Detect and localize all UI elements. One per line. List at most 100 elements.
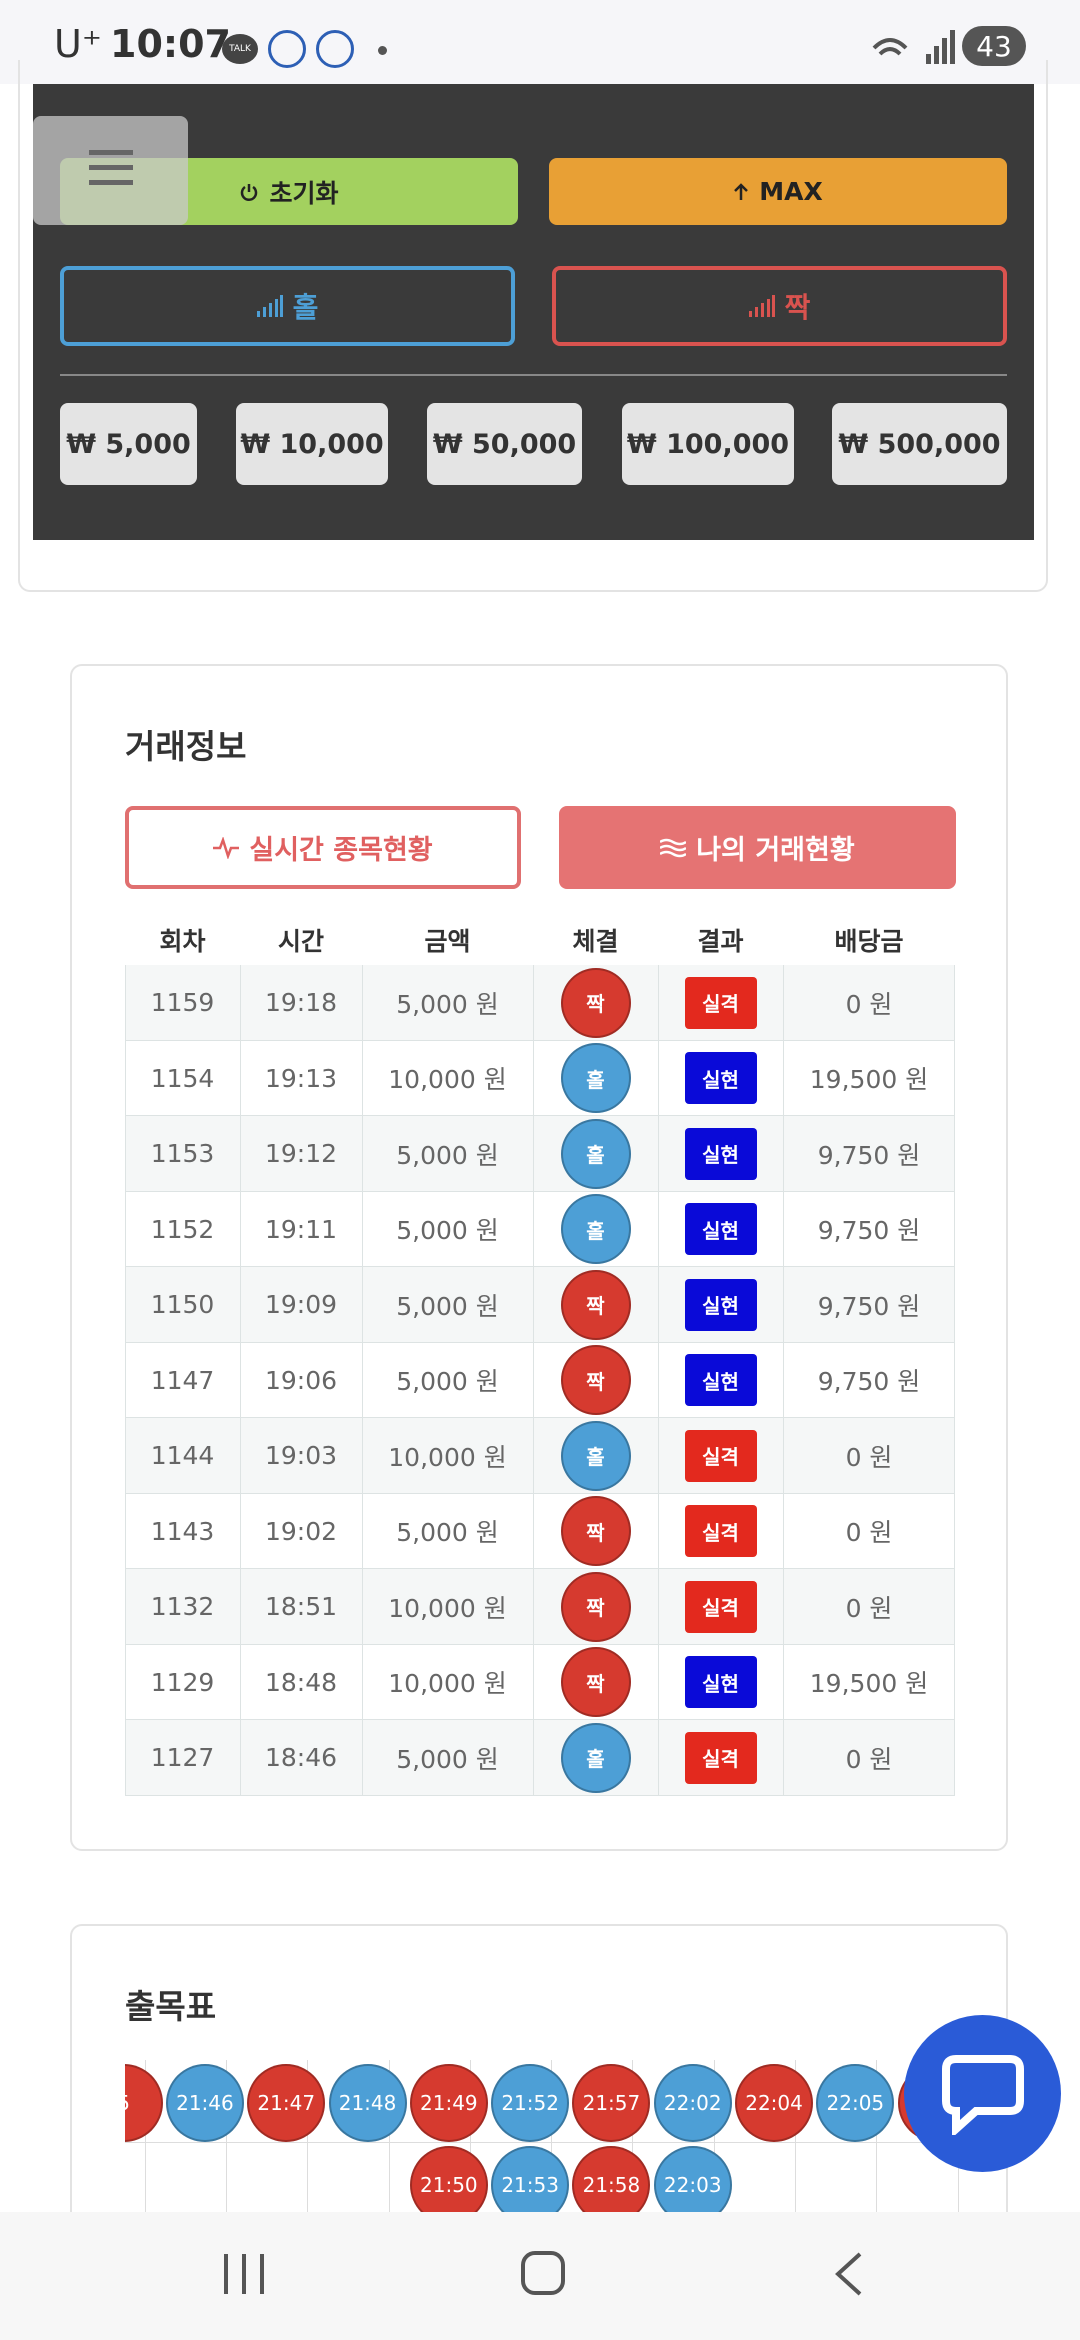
cell-divider: [362, 1040, 363, 1116]
notification-icon: [268, 30, 306, 68]
table-cell: 19:12: [264, 1139, 338, 1169]
cell-divider: [240, 1418, 241, 1494]
table-cell: 18:51: [264, 1592, 338, 1622]
cell-divider: [240, 1720, 241, 1796]
column-header: 금액: [424, 927, 471, 956]
result-badge: 실현: [684, 1354, 757, 1407]
cell-divider: [783, 1720, 784, 1796]
table-cell: 0 원: [845, 1744, 893, 1774]
tab-realtime[interactable]: 실시간 종목현황: [125, 806, 521, 889]
table-cell: 9,750 원: [817, 1216, 921, 1246]
table-cell: 19:11: [264, 1214, 338, 1244]
table-row: [125, 1644, 955, 1720]
bars-icon: [748, 295, 775, 317]
table-cell: 1152: [150, 1214, 215, 1244]
table-cell: 18:48: [264, 1667, 338, 1697]
table-cell: 5,000 원: [396, 1291, 499, 1321]
history-dot: 21:48: [328, 2064, 407, 2142]
tab-mine[interactable]: 나의 거래현황: [559, 806, 956, 889]
grid-line: [144, 2060, 146, 2212]
table-cell: 10,000 원: [388, 1593, 507, 1623]
cell-divider: [362, 1569, 363, 1645]
cell-divider: [240, 1267, 241, 1343]
history-dot: 22:05: [816, 2064, 895, 2142]
table-cell: 5,000 원: [396, 1140, 499, 1170]
divider: [60, 374, 1007, 376]
control-card: [18, 60, 1048, 592]
amount-button[interactable]: ₩ 100,000: [622, 403, 794, 485]
history-dot: 21:47: [247, 2064, 326, 2142]
cell-divider: [783, 965, 784, 1041]
table-cell: 5,000 원: [396, 1367, 499, 1397]
history-dot: 22:04: [735, 2064, 814, 2142]
table-cell: 9,750 원: [817, 1367, 921, 1397]
amount-button[interactable]: ₩ 10,000: [236, 403, 388, 485]
cell-divider: [533, 1644, 534, 1720]
back-button[interactable]: [830, 2250, 866, 2298]
result-badge: 실현: [684, 1127, 757, 1180]
table-cell: 5,000 원: [396, 1216, 499, 1246]
carrier: U⁺: [54, 22, 102, 66]
table-cell: 10,000 원: [388, 1669, 507, 1699]
cell-divider: [362, 1644, 363, 1720]
odd-button[interactable]: 홀: [60, 266, 515, 346]
cell-divider: [533, 1116, 534, 1192]
amount-button[interactable]: ₩ 500,000: [832, 403, 1007, 485]
table-cell: 5,000 원: [396, 1744, 499, 1774]
history-dot: 22:02: [653, 2064, 732, 2142]
cell-divider: [362, 1493, 363, 1569]
cell-divider: [658, 1493, 659, 1569]
grid-line: [225, 2060, 227, 2212]
table-row: [125, 1569, 955, 1645]
hamburger-icon: [89, 150, 133, 185]
table-cell: 9,750 원: [817, 1140, 921, 1170]
pick-badge: 홀: [560, 1420, 631, 1491]
table-cell: 1153: [150, 1139, 215, 1169]
history-dot: 5: [125, 2064, 163, 2142]
grid-line: [795, 2060, 797, 2212]
cell-divider: [783, 1493, 784, 1569]
even-label: 짝: [784, 291, 811, 324]
menu-button[interactable]: [33, 116, 188, 225]
cell-divider: [240, 1569, 241, 1645]
chat-button[interactable]: [904, 2015, 1061, 2172]
pick-badge: 홀: [560, 1118, 631, 1189]
table-cell: 19:18: [264, 988, 338, 1018]
recents-button[interactable]: [220, 2252, 270, 2298]
cell-divider: [783, 1040, 784, 1116]
table-cell: 1147: [150, 1365, 215, 1395]
table-cell: 19,500 원: [809, 1669, 929, 1699]
odd-label: 홀: [292, 291, 319, 324]
history-dot: 21:49: [409, 2064, 488, 2142]
amount-button[interactable]: ₩ 50,000: [427, 403, 582, 485]
table-row: [125, 965, 955, 1041]
grid-line: [388, 2060, 390, 2212]
table-cell: 1154: [150, 1063, 215, 1093]
cell-divider: [240, 1493, 241, 1569]
table-row: [125, 1418, 955, 1494]
max-button[interactable]: MAX: [549, 158, 1007, 225]
grid-line: [307, 2060, 309, 2212]
cell-divider: [362, 965, 363, 1041]
table-row: [125, 1191, 955, 1267]
table-cell: 19:09: [264, 1290, 338, 1320]
control-panel: 초기화 MAX 홀 짝 ₩ 5,000 ₩ 10,000 ₩ 50,000 ₩ 100…: [33, 84, 1034, 540]
cell-divider: [362, 1267, 363, 1343]
max-label: MAX: [759, 177, 823, 206]
tab-label: 실시간 종목현황: [249, 835, 433, 866]
cell-divider: [240, 1040, 241, 1116]
cell-divider: [658, 1569, 659, 1645]
history-dot: 22:03: [653, 2146, 732, 2212]
chat-icon: [942, 2055, 1024, 2135]
home-button[interactable]: [520, 2250, 566, 2296]
cell-divider: [240, 1191, 241, 1267]
table-cell: 1129: [150, 1667, 215, 1697]
pick-badge: 홀: [560, 1722, 631, 1793]
arrow-icon: [734, 182, 749, 200]
table-cell: 0 원: [845, 1442, 893, 1472]
cell-divider: [533, 1267, 534, 1343]
even-button[interactable]: 짝: [552, 266, 1007, 346]
amount-button[interactable]: ₩ 5,000: [60, 403, 197, 485]
cell-divider: [658, 1720, 659, 1796]
